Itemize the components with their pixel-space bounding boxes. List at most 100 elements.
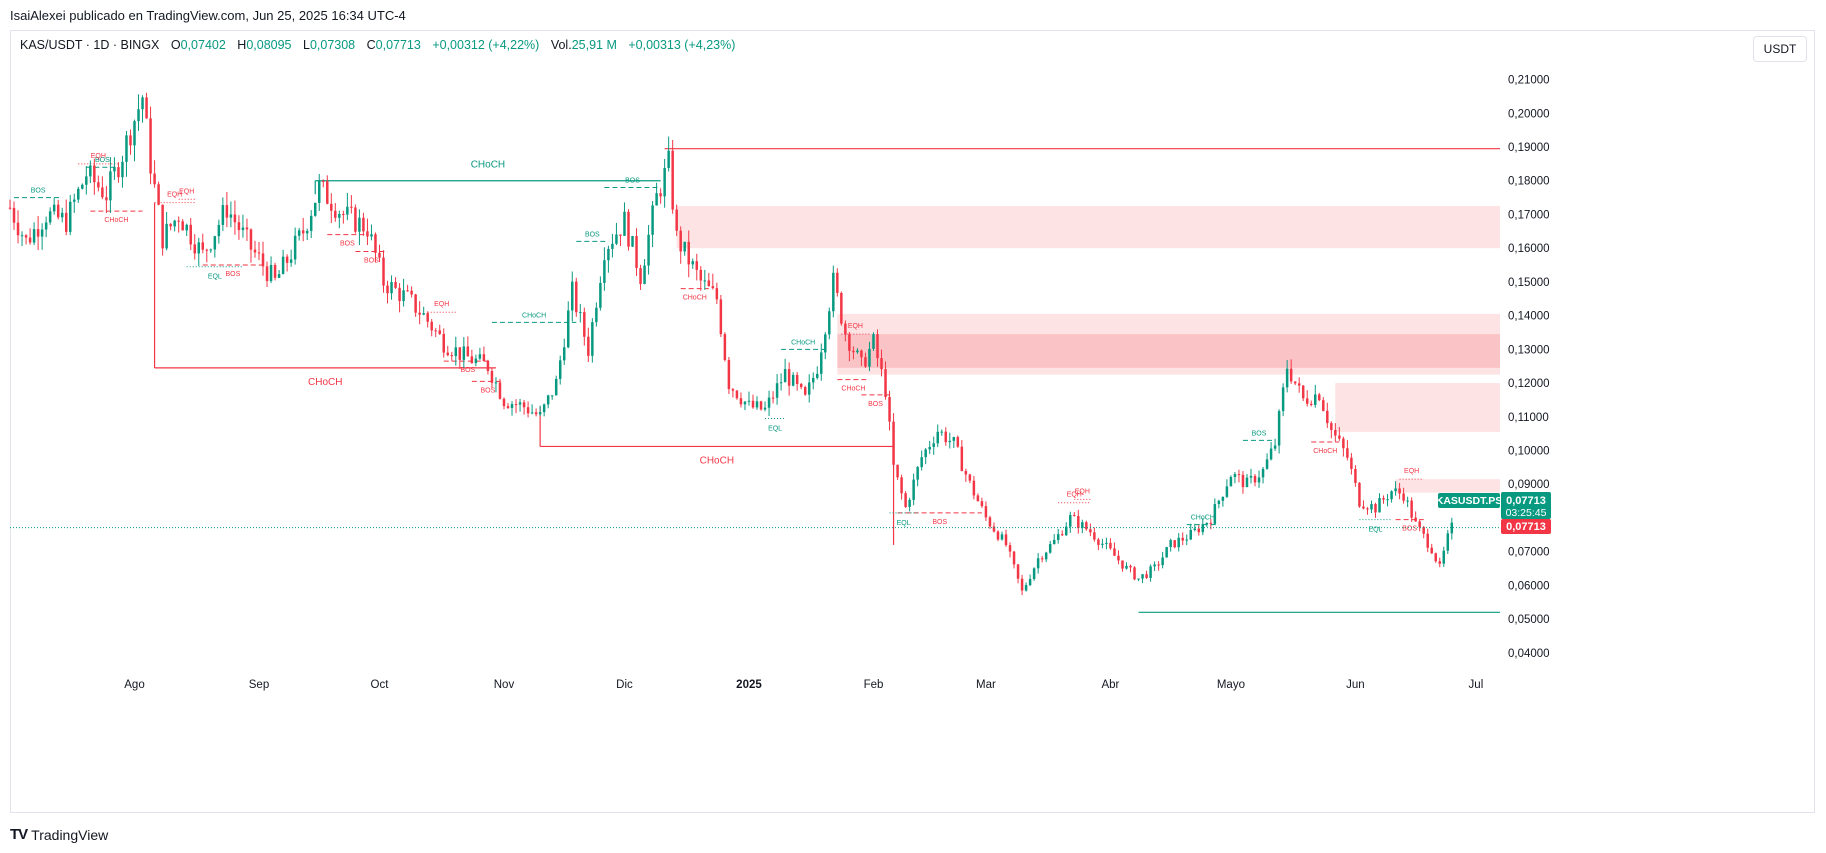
y-tick-label: 0,14000 (1508, 311, 1550, 323)
candle-body (643, 265, 646, 284)
candle-body (1297, 383, 1301, 386)
candle-body (498, 382, 502, 399)
tradingview-footer[interactable]: TV TradingView (10, 826, 108, 843)
candle-body (1024, 585, 1028, 591)
equal-level-label: EQL (208, 274, 222, 281)
candle-body (145, 97, 148, 119)
candle-body (888, 396, 891, 422)
candle-body (542, 404, 546, 413)
candle-body (691, 261, 694, 265)
candle-body (783, 369, 787, 383)
candle-body (884, 369, 887, 397)
structure-label: BOS (932, 519, 947, 526)
candle-body (253, 249, 257, 253)
candle-body (245, 227, 249, 230)
candle-body (121, 161, 124, 178)
y-tick-label: 0,21000 (1508, 75, 1550, 87)
candle-body (1036, 558, 1040, 569)
current-price-label: 0,07713 (1506, 495, 1546, 507)
candle-body (181, 221, 184, 231)
candle-body (1052, 539, 1056, 545)
candle-body (221, 205, 225, 225)
candle-body (695, 261, 699, 270)
candle-body (1386, 499, 1389, 501)
y-tick-label: 0,07000 (1508, 547, 1550, 559)
equal-level-label: EQH (434, 301, 449, 308)
candle-body (1354, 468, 1357, 483)
candle-body (816, 373, 819, 378)
y-tick-label: 0,10000 (1508, 445, 1550, 457)
candle-body (77, 188, 80, 200)
candle-body (836, 272, 839, 293)
candle-body (454, 347, 458, 357)
candle-body (530, 412, 534, 414)
candle-body (1008, 545, 1012, 552)
currency-button[interactable]: USDT (1753, 36, 1807, 62)
candle-body (386, 285, 389, 294)
candle-body (824, 334, 827, 353)
candle-body (265, 266, 269, 282)
candle-body (1081, 522, 1084, 529)
candle-body (1197, 528, 1201, 533)
equal-level-label: EQH (1067, 492, 1082, 499)
candle-body (1177, 537, 1180, 548)
candle-body (924, 449, 927, 458)
candle-body (976, 495, 980, 502)
candle-body (117, 167, 120, 178)
candle-body (1004, 534, 1008, 546)
candle-body (414, 294, 417, 313)
equal-level-label: EQL (1368, 527, 1382, 534)
candle-body (434, 330, 437, 332)
candle-body (293, 235, 297, 260)
candle-body (727, 359, 731, 390)
candle-body (675, 209, 678, 231)
candle-body (161, 204, 164, 249)
candle-body (972, 480, 976, 496)
candle-body (430, 321, 433, 331)
candle-body (779, 382, 783, 384)
candle-body (599, 282, 602, 308)
candle-body (101, 187, 104, 198)
candle-body (1374, 504, 1377, 513)
symbol-legend: KAS/USDT · 1D · BINGX O0,07402 H0,08095 … (20, 38, 735, 52)
candle-body (289, 259, 293, 263)
candle-body (458, 347, 462, 360)
symbol-line[interactable]: KAS/USDT · 1D · BINGX (20, 38, 160, 52)
candle-body (52, 204, 56, 212)
candle-body (36, 229, 40, 237)
candle-body (1350, 457, 1353, 469)
candle-body (631, 236, 634, 247)
volume-value: 25,91 M (571, 38, 617, 52)
candle-body (438, 330, 441, 334)
symbol-tag-box (1438, 493, 1500, 508)
x-tick-label: Abr (1101, 679, 1119, 691)
candle-body (470, 356, 474, 364)
candle-body (1366, 508, 1369, 510)
candle-body (1422, 527, 1425, 534)
candle-body (20, 235, 24, 237)
candle-body (506, 406, 510, 408)
candle-body (1281, 387, 1285, 412)
y-tick-label: 0,13000 (1508, 344, 1550, 356)
candle-body (567, 310, 570, 348)
structure-label: BOS (868, 401, 883, 408)
candle-body (249, 229, 253, 250)
change-value: +0,00312 (+4,22%) (432, 38, 540, 52)
candle-body (1117, 555, 1120, 561)
candle-body (1185, 539, 1188, 541)
candle-body (1269, 448, 1273, 460)
candle-body (683, 241, 686, 252)
candle-body (803, 387, 807, 395)
candle-body (1338, 435, 1341, 439)
candle-body (687, 241, 690, 265)
candle-body (767, 397, 771, 408)
equal-level-label: EQH (1404, 468, 1419, 475)
candle-body (980, 501, 984, 507)
last-price-tag (1501, 519, 1551, 534)
candle-body (109, 171, 112, 201)
candle-body (406, 290, 409, 292)
candle-body (1085, 522, 1088, 530)
candle-body (912, 479, 915, 500)
order-block-zone (1395, 479, 1500, 493)
